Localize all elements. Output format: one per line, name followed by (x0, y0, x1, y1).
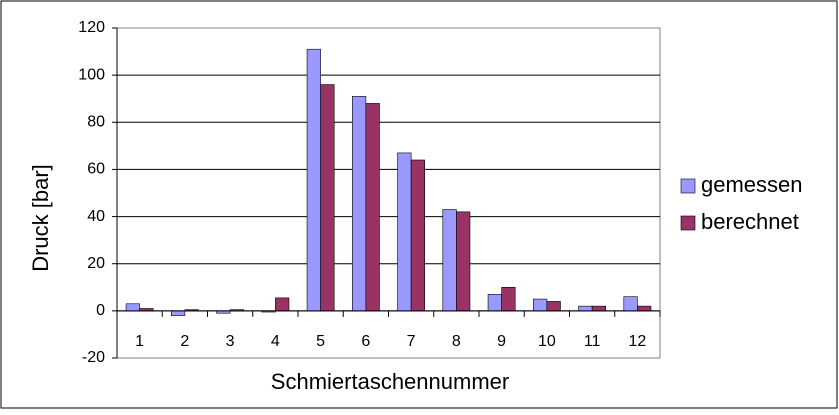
bar (125, 303, 140, 312)
bar (456, 211, 471, 312)
legend-label: gemessen (701, 172, 803, 197)
bar (365, 103, 380, 312)
bar (397, 152, 412, 312)
legend-swatch (680, 178, 696, 194)
y-tick-label: 0 (96, 302, 105, 319)
legend-label: berechnet (701, 209, 799, 234)
x-tick-label: 12 (628, 333, 646, 350)
y-tick-label: -20 (82, 349, 105, 366)
x-tick-label: 10 (538, 333, 556, 350)
y-tick-label: 120 (78, 19, 105, 36)
x-tick-label: 3 (226, 333, 235, 350)
x-tick-label: 1 (135, 333, 144, 350)
bar (546, 301, 561, 312)
x-tick-label: 6 (361, 333, 370, 350)
x-tick-label: 8 (452, 333, 461, 350)
bar (410, 159, 425, 312)
bar (171, 310, 186, 316)
bar (532, 298, 548, 312)
plot-area (116, 27, 661, 359)
bar (442, 209, 457, 312)
bar (487, 294, 502, 312)
bar (591, 305, 606, 312)
y-tick-label: 60 (87, 161, 105, 178)
legend-swatch (680, 215, 696, 231)
y-tick-label: 100 (78, 66, 105, 83)
x-tick-label: 11 (584, 333, 601, 350)
x-axis-title: Schmiertaschennummer (271, 369, 509, 394)
x-tick-label: 9 (497, 333, 506, 350)
x-tick-label: 4 (271, 333, 280, 350)
y-tick-label: 20 (87, 255, 105, 272)
bar (351, 96, 367, 312)
bar (623, 296, 638, 312)
bar (637, 305, 652, 312)
x-tick-label: 7 (407, 333, 416, 350)
bar (320, 84, 335, 312)
bar (578, 305, 593, 312)
bar (501, 286, 516, 312)
x-tick-label: 5 (316, 333, 325, 350)
y-axis-title: Druck [bar] (28, 164, 53, 272)
y-tick-label: 80 (87, 114, 105, 131)
bar (306, 48, 321, 312)
bar (275, 297, 290, 312)
y-tick-label: 40 (87, 208, 105, 225)
x-tick-label: 2 (180, 333, 189, 350)
